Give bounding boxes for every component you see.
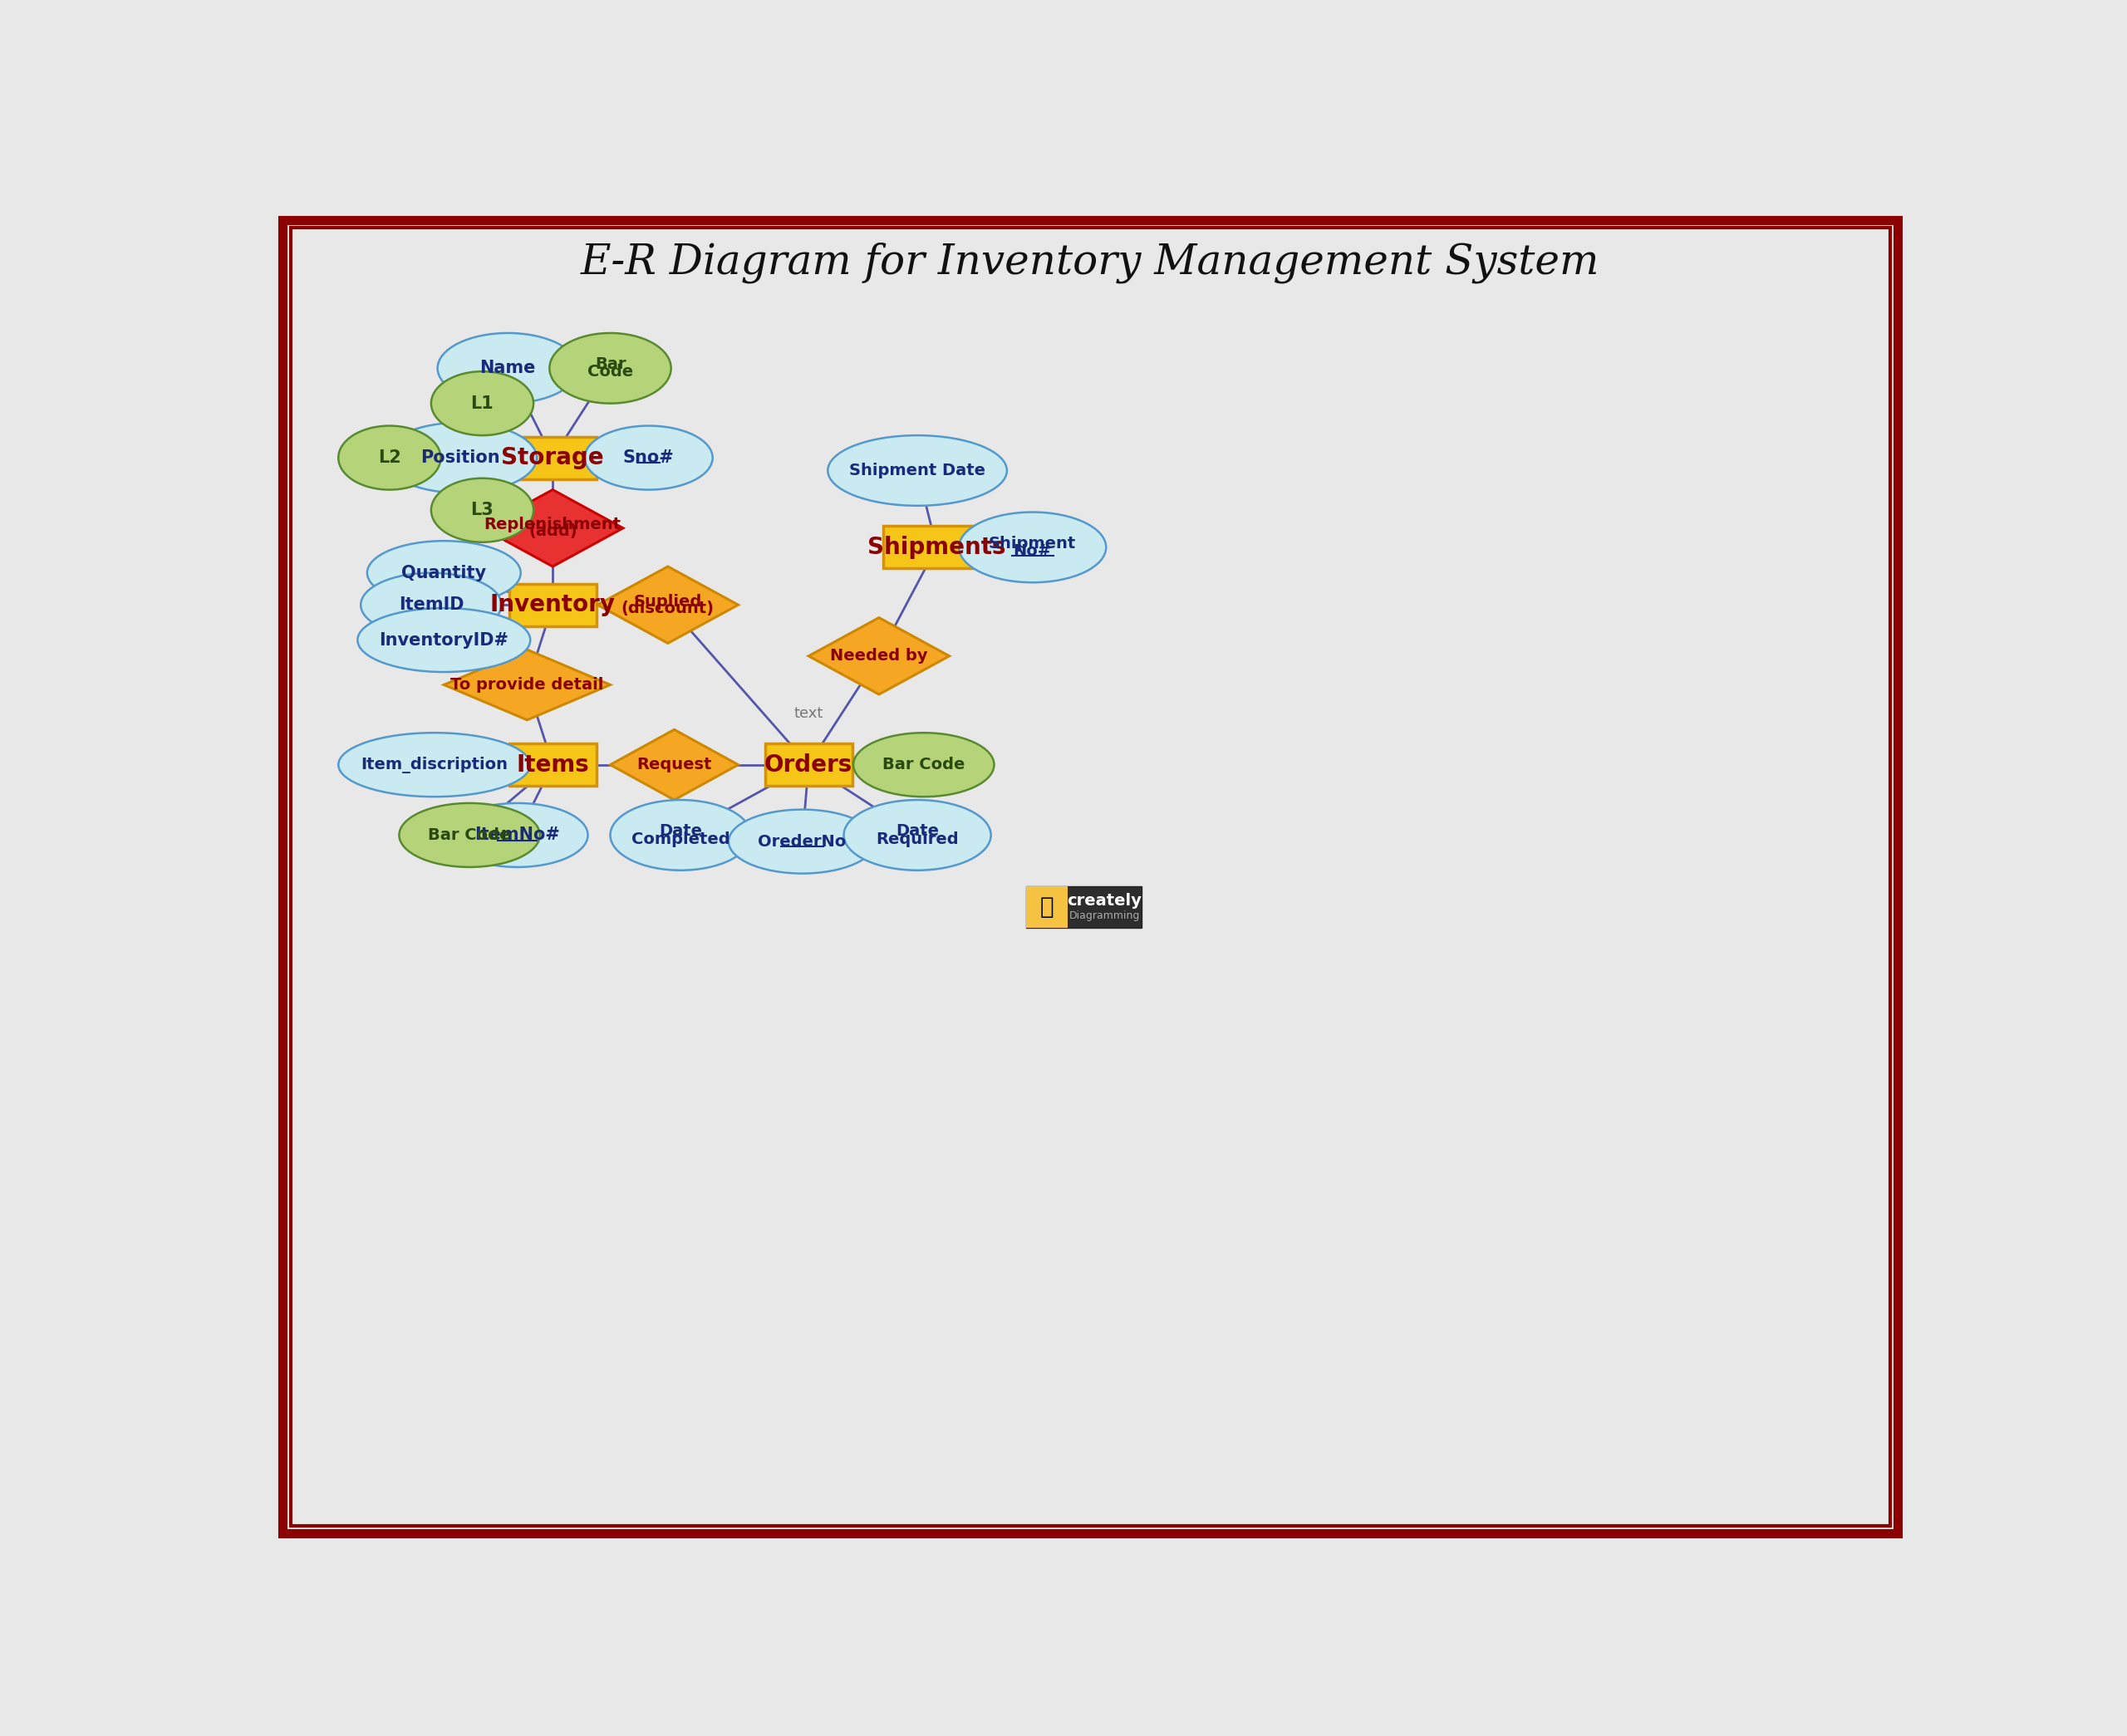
Text: L1: L1 — [470, 396, 493, 411]
Text: Date: Date — [895, 823, 938, 838]
Text: Sno#: Sno# — [623, 450, 674, 465]
Text: OrederNo: OrederNo — [757, 833, 847, 849]
Ellipse shape — [338, 425, 440, 490]
Text: InventoryID#: InventoryID# — [379, 632, 508, 648]
Text: Shipment Date: Shipment Date — [849, 464, 985, 479]
Ellipse shape — [438, 333, 579, 403]
Text: 💡: 💡 — [1040, 896, 1053, 918]
Text: (add): (add) — [527, 524, 576, 540]
Text: text: text — [793, 707, 823, 720]
Text: Needed by: Needed by — [830, 648, 927, 663]
Ellipse shape — [447, 804, 587, 866]
Text: Suplied: Suplied — [634, 594, 702, 609]
Text: Position: Position — [421, 450, 500, 465]
Text: L3: L3 — [470, 502, 493, 519]
Text: Replenishment: Replenishment — [485, 517, 621, 533]
Ellipse shape — [959, 512, 1106, 583]
Text: Items: Items — [517, 753, 589, 776]
Text: Date: Date — [659, 823, 702, 838]
Polygon shape — [483, 490, 623, 566]
Ellipse shape — [432, 477, 534, 542]
Ellipse shape — [549, 333, 670, 403]
Text: (discount): (discount) — [621, 601, 715, 616]
Ellipse shape — [368, 542, 521, 604]
FancyBboxPatch shape — [508, 437, 596, 479]
Ellipse shape — [730, 809, 876, 873]
Polygon shape — [445, 649, 610, 720]
Text: Name: Name — [481, 359, 536, 377]
Polygon shape — [808, 618, 949, 694]
Text: Storage: Storage — [502, 446, 604, 469]
Ellipse shape — [338, 733, 530, 797]
Text: creately: creately — [1068, 892, 1142, 908]
Text: Shipments: Shipments — [868, 536, 1006, 559]
Ellipse shape — [610, 800, 751, 870]
Text: Request: Request — [636, 757, 713, 773]
Text: Bar: Bar — [596, 356, 625, 372]
Text: Required: Required — [876, 832, 959, 847]
Text: ItemID: ItemID — [398, 597, 464, 613]
Text: Bar Code: Bar Code — [883, 757, 966, 773]
Text: Orders: Orders — [764, 753, 853, 776]
Ellipse shape — [844, 800, 991, 870]
Text: No#: No# — [1012, 543, 1051, 559]
Text: L2: L2 — [379, 450, 402, 465]
Ellipse shape — [357, 608, 530, 672]
Text: Code: Code — [587, 365, 634, 380]
FancyBboxPatch shape — [508, 743, 596, 786]
Text: Quantity: Quantity — [402, 564, 487, 582]
FancyBboxPatch shape — [883, 526, 989, 568]
Text: Completed: Completed — [632, 832, 730, 847]
Polygon shape — [610, 729, 738, 800]
Text: Inventory: Inventory — [489, 594, 615, 616]
Ellipse shape — [827, 436, 1006, 505]
Ellipse shape — [383, 422, 536, 493]
Polygon shape — [598, 566, 738, 644]
Ellipse shape — [585, 425, 713, 490]
FancyBboxPatch shape — [1025, 887, 1142, 927]
FancyBboxPatch shape — [1025, 887, 1068, 927]
FancyBboxPatch shape — [508, 583, 596, 627]
Ellipse shape — [400, 804, 540, 866]
Text: Bar Code: Bar Code — [428, 828, 510, 844]
FancyBboxPatch shape — [766, 743, 853, 786]
Text: E-R Diagram for Inventory Management System: E-R Diagram for Inventory Management Sys… — [581, 241, 1600, 283]
Ellipse shape — [853, 733, 993, 797]
Ellipse shape — [362, 573, 502, 637]
Text: Diagramming: Diagramming — [1070, 910, 1140, 920]
Text: Shipment: Shipment — [989, 536, 1076, 552]
Text: ItemNo#: ItemNo# — [474, 826, 559, 844]
Ellipse shape — [432, 372, 534, 436]
Text: To provide detail: To provide detail — [451, 677, 604, 693]
Text: Item_discription: Item_discription — [362, 757, 508, 773]
